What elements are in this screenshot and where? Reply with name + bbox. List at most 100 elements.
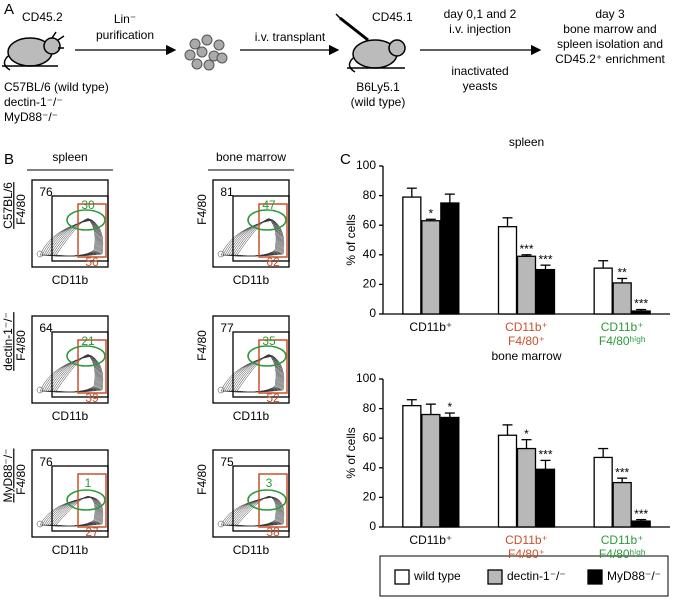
y-tick-label: 80	[363, 188, 377, 202]
x-tick-label: CD11b⁺	[505, 320, 548, 334]
x-tick-label: CD11b⁺	[601, 533, 644, 547]
bar	[593, 267, 613, 315]
gate-green	[247, 209, 287, 231]
x-tick-label: F4/80⁺	[508, 334, 545, 348]
contour	[53, 354, 97, 393]
panel-label: C	[340, 151, 351, 168]
y-tick-label: 40	[363, 460, 377, 474]
bar	[402, 404, 422, 528]
step-text: inactivated	[451, 64, 508, 78]
bar	[421, 413, 441, 528]
column-header: bone marrow	[216, 150, 286, 164]
y-axis-label: F4/80	[195, 464, 209, 495]
x-tick-label: CD11b⁺	[505, 533, 548, 547]
bar	[516, 255, 537, 315]
x-axis-label: CD11b	[52, 543, 89, 557]
contour	[55, 354, 96, 393]
donor-strain: dectin-1⁻/⁻	[4, 95, 63, 109]
legend-label: dectin-1⁻/⁻	[507, 569, 566, 583]
contour-plot	[217, 218, 285, 258]
donor-strain: C57BL/6 (wild type)	[4, 80, 109, 94]
significance: *	[428, 206, 433, 220]
y-axis-label: F4/80	[14, 464, 28, 495]
x-axis-label: CD11b	[233, 409, 270, 423]
panel-label: A	[4, 1, 14, 18]
legend-swatch	[394, 569, 410, 585]
gate-value: 81	[220, 185, 234, 199]
contour	[53, 218, 97, 257]
contour	[217, 250, 225, 258]
gate-value: 35	[262, 334, 276, 348]
legend-label: wild type	[413, 569, 461, 583]
gate-total	[51, 195, 109, 262]
bar	[612, 282, 632, 315]
gate-orange	[77, 473, 107, 528]
contour	[236, 495, 277, 527]
contour	[36, 386, 44, 394]
legend-swatch	[587, 569, 603, 585]
contour	[39, 355, 104, 393]
donor-marker: CD45.2	[22, 10, 63, 24]
recipient-mouse	[335, 13, 406, 73]
cells	[184, 34, 228, 71]
significance: ***	[519, 242, 533, 256]
contour	[234, 218, 278, 257]
contour	[55, 218, 96, 257]
gate-green	[66, 209, 106, 231]
row-label: C57BL/6	[1, 182, 15, 229]
gate-value: 3	[266, 476, 273, 490]
y-tick-label: 100	[356, 371, 376, 385]
contour	[217, 520, 225, 528]
bar	[535, 468, 556, 528]
gate-value: 64	[39, 321, 53, 335]
gate-orange	[258, 203, 288, 258]
gate-orange	[77, 339, 107, 394]
gate-orange	[77, 203, 107, 258]
contour	[220, 355, 285, 393]
step-text: day 0,1 and 2	[444, 7, 517, 21]
y-axis-label: F4/80	[195, 194, 209, 225]
x-axis-label: CD11b	[52, 273, 89, 287]
gate-value: 76	[39, 185, 53, 199]
gate-orange	[258, 473, 288, 528]
gate-value: 75	[220, 455, 234, 469]
donor-strain: MyD88⁻/⁻	[4, 110, 58, 124]
significance: *	[524, 427, 529, 441]
gate-green	[247, 345, 287, 367]
significance: **	[617, 266, 627, 280]
y-axis-label: F4/80	[14, 194, 28, 225]
gate-value: 62	[266, 255, 280, 269]
gate-green	[66, 345, 106, 367]
y-tick-label: 60	[363, 217, 377, 231]
y-axis-label: % of cells	[344, 214, 358, 265]
contour	[234, 354, 278, 393]
bar	[497, 226, 518, 315]
y-tick-label: 0	[369, 519, 376, 533]
bar	[631, 520, 651, 528]
contour-plot	[36, 495, 104, 528]
x-axis-label: CD11b	[233, 543, 270, 557]
y-tick-label: 20	[363, 490, 377, 504]
recipient-strain: (wild type)	[351, 95, 406, 109]
contour-plot	[217, 354, 285, 394]
row-label: MyD88⁻/⁻	[1, 448, 15, 502]
gate-value: 39	[85, 391, 99, 405]
y-axis-label: F4/80	[14, 330, 28, 361]
gate-value: 56	[85, 255, 99, 269]
gate-value: 77	[220, 321, 234, 335]
step-text: Lin⁻	[114, 12, 136, 26]
gate-value: 47	[262, 198, 276, 212]
x-tick-label: CD11b⁺	[601, 320, 644, 334]
significance: ***	[615, 465, 629, 479]
final-text: day 3	[595, 7, 625, 21]
gate-orange	[258, 339, 288, 394]
y-tick-label: 40	[363, 247, 377, 261]
step-text: purification	[96, 28, 154, 42]
x-tick-label: CD11b⁺	[409, 320, 452, 334]
bar	[631, 310, 651, 315]
contour	[228, 354, 281, 393]
bar	[593, 456, 613, 528]
legend-box	[379, 555, 669, 597]
